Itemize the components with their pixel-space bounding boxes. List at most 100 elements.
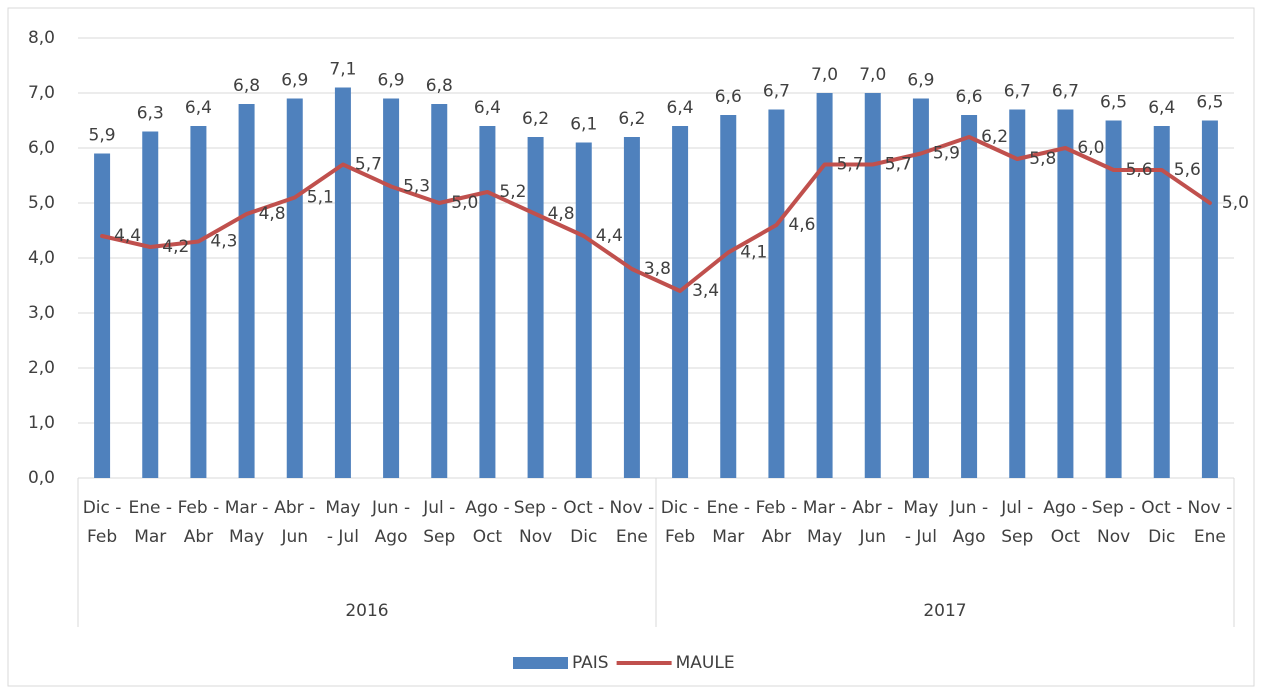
bar-value-label: 5,9 (89, 126, 116, 146)
bar-value-label: 6,2 (522, 109, 549, 129)
group-label: 2017 (923, 601, 966, 621)
line-value-label: 4,1 (740, 243, 767, 263)
line-value-label: 5,6 (1126, 160, 1153, 180)
line-value-label: 5,0 (451, 193, 478, 213)
line-value-label: 6,0 (1077, 138, 1104, 158)
bar (864, 93, 881, 478)
y-tick-label: 4,0 (28, 248, 55, 268)
x-tick-label: Ago - Oct (1043, 498, 1088, 547)
x-tick-label: Abr - Jun (852, 498, 894, 547)
bar (527, 137, 544, 478)
bar (623, 137, 640, 478)
y-tick-label: 6,0 (28, 138, 55, 158)
bar-value-label: 6,3 (137, 104, 164, 124)
x-tick-label: Nov - Ene (1187, 498, 1233, 547)
line-value-label: 5,7 (885, 155, 912, 175)
bar (1105, 120, 1122, 478)
x-tick-label: Nov - Ene (609, 498, 655, 547)
bar (94, 153, 111, 478)
bar-value-label: 6,7 (1004, 82, 1031, 102)
bar (286, 98, 303, 478)
bar (1057, 109, 1074, 478)
line-value-label: 5,2 (499, 182, 526, 202)
bar-value-label: 7,0 (859, 65, 886, 85)
bar (142, 131, 159, 478)
bar-value-label: 7,0 (811, 65, 838, 85)
bar-value-label: 6,6 (715, 87, 742, 107)
x-tick-label: Mar - May (224, 498, 269, 547)
line-value-label: 4,3 (210, 232, 237, 252)
bar-value-label: 6,9 (378, 71, 405, 91)
line-value-label: 5,8 (1029, 149, 1056, 169)
line-value-label: 5,7 (837, 155, 864, 175)
x-tick-label: Sep - Nov (1091, 498, 1136, 547)
x-tick-label: May - Jul (325, 498, 361, 547)
bar-value-label: 6,8 (233, 76, 260, 96)
group-label: 2016 (345, 601, 388, 621)
legend-swatch (513, 657, 568, 669)
x-tick-label: Ene - Mar (706, 498, 750, 547)
bar-value-label: 6,6 (956, 87, 983, 107)
line-value-label: 3,4 (692, 281, 719, 301)
x-tick-label: Jun - Ago (950, 498, 989, 547)
bar (431, 104, 448, 478)
bar (334, 87, 351, 478)
bar (575, 142, 592, 478)
bar (672, 126, 689, 478)
line (100, 135, 1212, 293)
x-tick-label: Feb - Abr (177, 498, 220, 547)
line-value-label: 4,6 (788, 215, 815, 235)
line-value-label: 5,1 (307, 188, 334, 208)
line-value-label: 5,7 (355, 155, 382, 175)
bar (816, 93, 833, 478)
x-tick-label: Feb - Abr (755, 498, 798, 547)
bar-value-label: 6,4 (474, 98, 501, 118)
bar (961, 115, 978, 478)
line-value-label: 4,8 (259, 204, 286, 224)
line-value-label: 5,0 (1222, 193, 1249, 213)
bar-value-label: 7,1 (329, 60, 356, 80)
x-tick-label: Dic - Feb (660, 498, 700, 547)
bar (1009, 109, 1026, 478)
x-tick-label: Oct - Dic (1141, 498, 1183, 547)
bar-value-label: 6,7 (1052, 82, 1079, 102)
line-value-label: 5,9 (933, 144, 960, 164)
y-tick-label: 5,0 (28, 193, 55, 213)
bar-value-label: 6,9 (281, 71, 308, 91)
x-tick-label: Ene - Mar (128, 498, 172, 547)
x-tick-label: Jul - Sep (1001, 498, 1034, 547)
line-value-label: 3,8 (644, 259, 671, 279)
bar-value-label: 6,8 (426, 76, 453, 96)
x-tick-label: Jul - Sep (423, 498, 456, 547)
x-tick-label: Oct - Dic (563, 498, 605, 547)
line-value-label: 5,6 (1174, 160, 1201, 180)
bar-value-label: 6,5 (1100, 93, 1127, 113)
y-tick-label: 2,0 (28, 358, 55, 378)
y-tick-label: 7,0 (28, 83, 55, 103)
bar-value-label: 6,5 (1196, 93, 1223, 113)
bar (912, 98, 929, 478)
legend-label: PAIS (572, 653, 609, 673)
x-tick-label: Dic - Feb (82, 498, 122, 547)
legend-label: MAULE (676, 653, 735, 673)
bar (383, 98, 400, 478)
line-value-label: 4,2 (162, 237, 189, 257)
bar-value-label: 6,4 (1148, 98, 1175, 118)
x-tick-label: Jun - Ago (372, 498, 411, 547)
bar-value-label: 6,2 (618, 109, 645, 129)
bar-value-label: 6,7 (763, 82, 790, 102)
bar (720, 115, 737, 478)
bar-value-label: 6,1 (570, 115, 597, 135)
bar-value-label: 6,4 (185, 98, 212, 118)
bar (238, 104, 255, 478)
y-tick-label: 0,0 (28, 468, 55, 488)
bar (1153, 126, 1170, 478)
line-value-label: 4,8 (548, 204, 575, 224)
y-tick-label: 3,0 (28, 303, 55, 323)
x-tick-label: Sep - Nov (513, 498, 558, 547)
line-value-label: 6,2 (981, 127, 1008, 147)
x-tick-label: Abr - Jun (274, 498, 316, 547)
line-value-label: 4,4 (114, 226, 141, 246)
